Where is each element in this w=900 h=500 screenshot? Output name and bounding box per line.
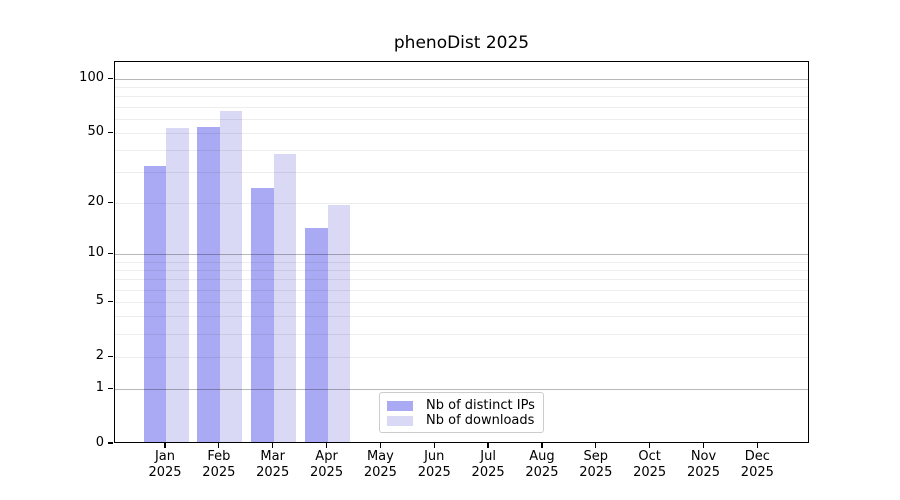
minor-gridline-90 — [115, 86, 808, 88]
x-tick-dec — [756, 443, 758, 448]
chart-title: phenoDist 2025 — [393, 33, 530, 53]
x-tick-label-aug: Aug 2025 — [525, 449, 559, 480]
y-tick-1 — [108, 387, 113, 389]
bar-apr-downloads — [327, 205, 351, 442]
x-tick-label-sep: Sep 2025 — [579, 449, 613, 480]
minor-gridline-80 — [115, 96, 808, 98]
legend-label: Nb of downloads — [426, 413, 535, 428]
plot-area — [114, 61, 809, 443]
x-tick-label-jan: Jan 2025 — [148, 449, 182, 480]
x-tick-label-oct: Oct 2025 — [633, 449, 667, 480]
x-tick-sep — [595, 443, 597, 448]
legend: Nb of distinct IPs Nb of downloads — [379, 392, 544, 433]
x-tick-jan — [164, 443, 166, 448]
bar-feb-distinct-ips — [197, 126, 220, 442]
x-tick-label-nov: Nov 2025 — [686, 449, 721, 480]
x-tick-may — [379, 443, 382, 448]
y-tick-50 — [108, 131, 113, 133]
y-tick-label-20: 20 — [87, 194, 104, 210]
x-tick-label-jul: Jul 2025 — [471, 449, 505, 480]
legend-swatch-distinct-ips — [387, 400, 413, 411]
y-tick-0 — [108, 442, 113, 444]
y-tick-20 — [108, 201, 113, 203]
y-tick-10 — [108, 252, 113, 255]
y-tick-100 — [108, 77, 113, 79]
x-tick-oct — [649, 443, 651, 448]
y-tick-label-5: 5 — [95, 293, 104, 309]
legend-label: Nb of distinct IPs — [426, 398, 535, 413]
x-tick-nov — [702, 443, 705, 448]
legend-swatch-downloads — [387, 415, 413, 426]
bar-apr-distinct-ips — [305, 227, 328, 442]
bar-jan-distinct-ips — [143, 165, 166, 442]
x-tick-label-jun: Jun 2025 — [417, 449, 451, 480]
x-tick-feb — [218, 443, 220, 448]
x-tick-aug — [541, 443, 543, 448]
y-tick-label-0: 0 — [95, 435, 104, 450]
y-tick-label-50: 50 — [87, 124, 104, 140]
x-tick-apr — [325, 443, 328, 448]
x-tick-jun — [433, 443, 435, 448]
bar-feb-downloads — [219, 110, 243, 442]
x-tick-label-feb: Feb 2025 — [202, 449, 236, 480]
x-tick-mar — [272, 443, 274, 448]
x-tick-label-mar: Mar 2025 — [256, 449, 290, 480]
bar-jan-downloads — [166, 128, 189, 442]
x-tick-label-may: May 2025 — [363, 449, 397, 480]
bar-mar-downloads — [273, 154, 297, 442]
x-tick-label-dec: Dec 2025 — [740, 449, 774, 480]
legend-item-distinct-ips: Nb of distinct IPs — [387, 398, 535, 413]
y-tick-2 — [108, 355, 113, 357]
bar-mar-distinct-ips — [251, 187, 274, 442]
legend-item-downloads: Nb of downloads — [387, 413, 535, 428]
y-tick-5 — [108, 300, 113, 303]
x-tick-label-apr: Apr 2025 — [310, 449, 344, 480]
y-tick-label-10: 10 — [87, 245, 104, 261]
y-tick-label-2: 2 — [95, 348, 104, 364]
major-gridline-100 — [115, 78, 808, 80]
y-tick-label-100: 100 — [79, 70, 104, 86]
x-tick-jul — [487, 443, 489, 448]
y-tick-label-1: 1 — [95, 380, 104, 396]
minor-gridline-70 — [115, 106, 808, 108]
